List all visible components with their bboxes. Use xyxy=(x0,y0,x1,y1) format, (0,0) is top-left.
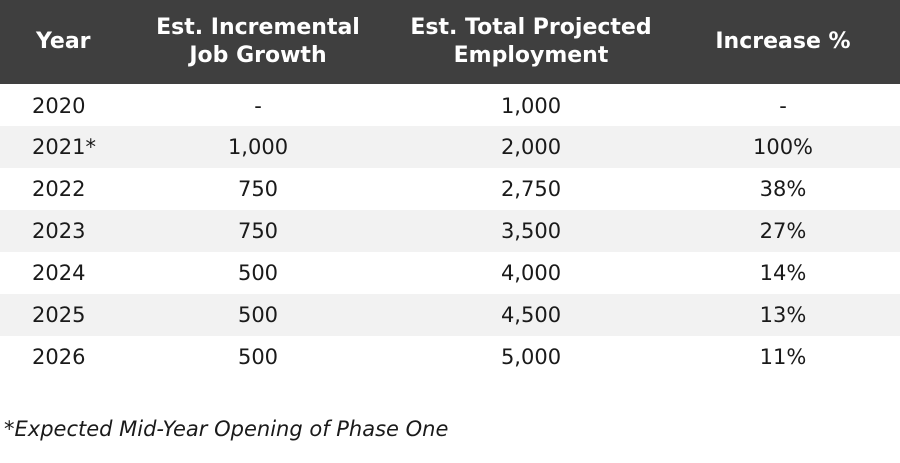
cell-increase: 14% xyxy=(759,261,807,285)
cell-year: 2020 xyxy=(32,94,86,118)
table-row: 2026 500 5,000 11% xyxy=(0,336,900,378)
cell-total: 3,500 xyxy=(500,219,562,243)
table-row: 2024 500 4,000 14% xyxy=(0,252,900,294)
cell-increase: - xyxy=(779,94,787,118)
cell-growth: 1,000 xyxy=(227,135,289,159)
table-body: 2020 - 1,000 - 2021* 1,000 2,000 100% 20… xyxy=(0,84,900,378)
header-growth-line2: Job Growth xyxy=(189,43,327,68)
cell-increase: 100% xyxy=(752,135,814,159)
header-year: Year xyxy=(36,29,91,54)
cell-growth: 500 xyxy=(237,345,279,369)
header-row: Year Est. Incremental Job Growth Est. To… xyxy=(0,0,900,84)
footnote: *Expected Mid-Year Opening of Phase One xyxy=(4,417,449,441)
cell-year: 2025 xyxy=(32,303,86,327)
header-total-line1: Est. Total Projected xyxy=(410,15,652,40)
table-row: 2021* 1,000 2,000 100% xyxy=(0,126,900,168)
cell-increase: 13% xyxy=(759,303,807,327)
cell-growth: 500 xyxy=(237,261,279,285)
cell-increase: 27% xyxy=(759,219,807,243)
cell-growth: 750 xyxy=(237,177,279,201)
header-growth-line1: Est. Incremental xyxy=(156,15,360,40)
table-header: Year Est. Incremental Job Growth Est. To… xyxy=(0,0,900,84)
table-row: 2023 750 3,500 27% xyxy=(0,210,900,252)
cell-increase: 38% xyxy=(759,177,807,201)
cell-increase: 11% xyxy=(759,345,807,369)
cell-growth: 750 xyxy=(237,219,279,243)
cell-growth: - xyxy=(254,94,262,118)
cell-total: 2,750 xyxy=(500,177,562,201)
header-total-projected-employment: Est. Total Projected Employment xyxy=(396,0,666,84)
table-row: 2025 500 4,500 13% xyxy=(0,294,900,336)
header-incremental-job-growth: Est. Incremental Job Growth xyxy=(120,0,396,84)
header-increase-percent: Increase % xyxy=(715,29,851,54)
cell-year: 2023 xyxy=(32,219,86,243)
cell-total: 4,000 xyxy=(500,261,562,285)
table-row: 2022 750 2,750 38% xyxy=(0,168,900,210)
cell-growth: 500 xyxy=(237,303,279,327)
cell-year: 2022 xyxy=(32,177,86,201)
table-row: 2020 - 1,000 - xyxy=(0,84,900,126)
cell-year: 2021* xyxy=(32,135,96,159)
cell-year: 2026 xyxy=(32,345,86,369)
cell-total: 5,000 xyxy=(500,345,562,369)
cell-year: 2024 xyxy=(32,261,86,285)
cell-total: 2,000 xyxy=(500,135,562,159)
employment-projection-table: Year Est. Incremental Job Growth Est. To… xyxy=(0,0,900,378)
cell-total: 1,000 xyxy=(500,94,562,118)
employment-projection-table-container: Year Est. Incremental Job Growth Est. To… xyxy=(0,0,900,378)
cell-total: 4,500 xyxy=(500,303,562,327)
header-total-line2: Employment xyxy=(453,43,609,68)
